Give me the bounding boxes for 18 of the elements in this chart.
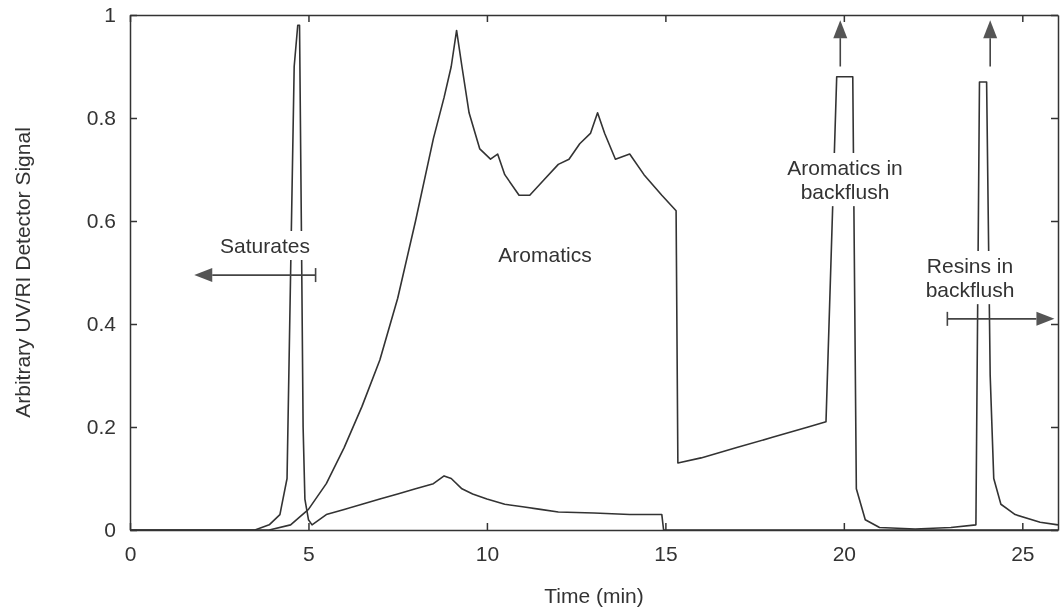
annotation: Saturates: [220, 234, 310, 257]
annotation: Resins in backflush: [925, 254, 1015, 302]
x-tick-label: 25: [1011, 541, 1035, 565]
annotation: Aromatics in backflush: [787, 156, 903, 204]
y-axis-title: Arbitrary UV/RI Detector Signal: [11, 127, 34, 418]
x-tick-label: 0: [124, 541, 137, 565]
x-tick-label: 20: [832, 541, 857, 565]
annotation: Aromatics: [498, 243, 592, 266]
y-tick-label: 1: [104, 3, 116, 27]
y-tick-label: 0: [104, 518, 116, 542]
y-tick-label: 0.8: [86, 106, 116, 130]
y-tick-label: 0.2: [86, 415, 116, 439]
y-tick-label: 0.6: [86, 209, 116, 233]
x-tick-label: 5: [303, 541, 315, 565]
x-tick-label: 15: [654, 541, 678, 565]
x-axis-title: Time (min): [544, 584, 644, 607]
x-tick-label: 10: [475, 541, 500, 565]
y-tick-label: 0.4: [86, 312, 117, 336]
